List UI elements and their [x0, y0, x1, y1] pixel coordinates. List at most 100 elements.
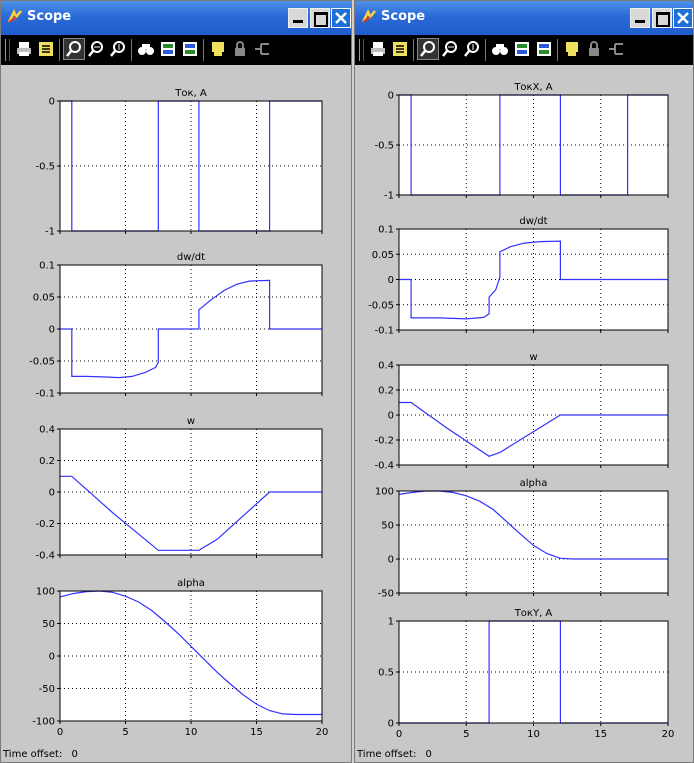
window-title: Scope: [27, 9, 72, 24]
maximize-button[interactable]: [652, 8, 672, 28]
scope-plots: ТокX, А 0 -0.5 -1 dw/dt 0.1 0.05 0 -0.05 -0.1 w 0.4…: [368, 82, 674, 740]
series-line: [399, 401, 668, 457]
scope-axes[interactable]: w 0.4 0.2 0 -0.2 -0.4: [35, 416, 323, 562]
y-tick-label: -50: [378, 589, 394, 600]
close-button[interactable]: [673, 8, 693, 28]
simulink-icon: [7, 9, 22, 23]
parameters-icon[interactable]: [391, 40, 409, 58]
y-tick-label: -0.05: [368, 300, 394, 311]
y-tick-label: -0.1: [374, 326, 394, 337]
plot-area: ТокX, А 0 -0.5 -1 dw/dt 0.1 0.05 0 -0.05 -0.1 w 0.4…: [355, 65, 693, 762]
y-tick-label: -50: [39, 684, 55, 695]
scope-plots: Ток, А 0 -0.5 -1 dw/dt 0.1 0.05 0 -0.05 -0.1 w 0.4 0…: [29, 88, 328, 738]
y-tick-label: 0: [388, 411, 394, 422]
print-icon[interactable]: [369, 40, 387, 58]
y-tick-label: 0.05: [372, 250, 394, 261]
close-icon: [335, 12, 347, 24]
x-tick-label: 15: [594, 729, 607, 740]
axes-frame: [59, 590, 323, 722]
signal-selector-icon[interactable]: [253, 40, 271, 58]
y-tick-label: 0: [388, 719, 394, 730]
axes-title: alpha: [520, 478, 548, 489]
axes-frame: [398, 94, 669, 196]
scope-window-left: Scope Ток, А 0 -0.5 -1 dw/dt 0.1 0.05 0 -0.05 -0.…: [0, 0, 352, 763]
floating-scope-icon[interactable]: [563, 40, 581, 58]
y-tick-label: 0.4: [378, 361, 394, 372]
axes-frame: [398, 490, 669, 594]
maximize-button[interactable]: [310, 8, 330, 28]
y-tick-label: 100: [36, 587, 55, 598]
plot-area: Ток, А 0 -0.5 -1 dw/dt 0.1 0.05 0 -0.05 -0.1 w 0.4 0…: [1, 65, 351, 762]
scope-window-right: Scope ТокX, А 0 -0.5 -1 dw/dt 0.1 0.05 0 -0.05 -0…: [354, 0, 694, 763]
scope-axes[interactable]: w 0.4 0.2 0 -0.2 -0.4: [374, 352, 669, 472]
save-axes-icon[interactable]: [513, 40, 531, 58]
zoom-x-icon[interactable]: [87, 40, 105, 58]
toolbar: [355, 35, 693, 65]
scope-axes[interactable]: alpha 100 50 0 -50: [375, 478, 669, 600]
title-bar[interactable]: Scope: [355, 1, 693, 35]
y-tick-label: 0: [388, 275, 394, 286]
y-tick-label: 0: [49, 97, 55, 108]
toolbar-grip[interactable]: [359, 39, 364, 61]
zoom-y-icon[interactable]: [463, 40, 481, 58]
series-line: [60, 279, 322, 379]
close-button[interactable]: [331, 8, 351, 28]
title-bar[interactable]: Scope: [1, 1, 351, 35]
zoom-icon[interactable]: [65, 40, 83, 58]
y-tick-label: -1: [45, 227, 55, 238]
y-tick-label: 0: [388, 555, 394, 566]
minimize-button[interactable]: [630, 8, 650, 28]
axes-frame: [59, 264, 323, 394]
scope-axes[interactable]: dw/dt 0.1 0.05 0 -0.05 -0.1: [29, 252, 323, 400]
zoom-icon[interactable]: [419, 40, 437, 58]
minimize-button[interactable]: [288, 8, 308, 28]
time-offset-label: Time offset:: [3, 749, 63, 760]
y-tick-label: 50: [42, 619, 55, 630]
scope-axes[interactable]: ТокY, А 1 0.5 00 5 10 15 20: [378, 608, 674, 740]
axes-title: dw/dt: [177, 252, 205, 263]
save-axes-icon[interactable]: [159, 40, 177, 58]
y-tick-label: 50: [381, 521, 394, 532]
window-title: Scope: [381, 9, 426, 24]
time-offset-label: Time offset:: [357, 749, 417, 760]
x-tick-label: 5: [122, 727, 128, 738]
zoom-x-icon[interactable]: [441, 40, 459, 58]
axes-frame: [398, 228, 669, 331]
y-tick-label: -100: [32, 717, 55, 728]
toolbar-grip[interactable]: [5, 39, 10, 61]
restore-axes-icon[interactable]: [535, 40, 553, 58]
autoscale-icon[interactable]: [491, 40, 509, 58]
time-offset: Time offset: 0: [3, 749, 78, 760]
x-tick-label: 5: [463, 729, 469, 740]
axes-title: w: [187, 416, 195, 427]
restore-axes-icon[interactable]: [181, 40, 199, 58]
axes-title: ТокX, А: [513, 82, 552, 93]
y-tick-label: 0.05: [33, 293, 55, 304]
lock-axes-icon[interactable]: [231, 40, 249, 58]
print-icon[interactable]: [15, 40, 33, 58]
floating-scope-icon[interactable]: [209, 40, 227, 58]
zoom-y-icon[interactable]: [109, 40, 127, 58]
autoscale-icon[interactable]: [137, 40, 155, 58]
y-tick-label: -0.2: [374, 436, 394, 447]
y-tick-label: 0.4: [39, 425, 55, 436]
axes-title: Ток, А: [174, 88, 207, 99]
y-tick-label: -0.4: [35, 551, 55, 562]
y-tick-label: 0.1: [378, 225, 394, 236]
x-tick-label: 20: [662, 729, 675, 740]
signal-selector-icon[interactable]: [607, 40, 625, 58]
y-tick-label: 0.1: [39, 261, 55, 272]
y-tick-label: -0.2: [35, 519, 55, 530]
x-tick-label: 10: [185, 727, 198, 738]
lock-axes-icon[interactable]: [585, 40, 603, 58]
time-offset-value: 0: [425, 749, 432, 760]
y-tick-label: -0.5: [35, 162, 55, 173]
axes-title: dw/dt: [519, 216, 547, 227]
scope-axes[interactable]: Ток, А 0 -0.5 -1: [35, 88, 323, 238]
parameters-icon[interactable]: [37, 40, 55, 58]
y-tick-label: 0.2: [378, 386, 394, 397]
time-offset: Time offset: 0: [357, 749, 432, 760]
scope-axes[interactable]: ТокX, А 0 -0.5 -1: [374, 82, 669, 202]
scope-axes[interactable]: dw/dt 0.1 0.05 0 -0.05 -0.1: [368, 216, 669, 337]
